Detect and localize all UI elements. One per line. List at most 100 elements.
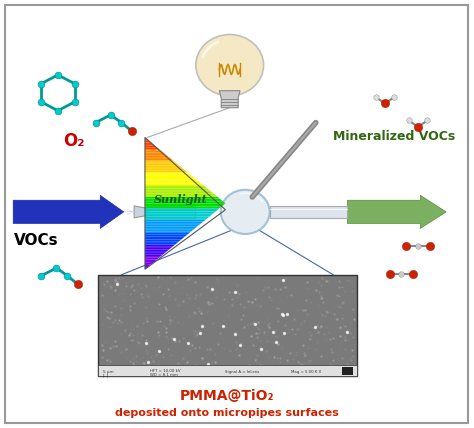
Polygon shape bbox=[145, 144, 155, 146]
Polygon shape bbox=[145, 251, 167, 253]
Point bbox=[231, 330, 239, 337]
Polygon shape bbox=[145, 211, 215, 213]
Polygon shape bbox=[134, 206, 146, 218]
Point bbox=[279, 312, 287, 319]
Point bbox=[278, 310, 286, 317]
Polygon shape bbox=[145, 156, 169, 157]
Polygon shape bbox=[145, 166, 181, 167]
Polygon shape bbox=[145, 185, 205, 187]
Text: O₂: O₂ bbox=[64, 132, 85, 150]
Point bbox=[114, 281, 121, 288]
Polygon shape bbox=[145, 207, 221, 208]
Polygon shape bbox=[145, 213, 213, 215]
Polygon shape bbox=[145, 228, 195, 230]
Polygon shape bbox=[145, 143, 153, 144]
Polygon shape bbox=[145, 139, 149, 141]
Polygon shape bbox=[145, 137, 147, 139]
Polygon shape bbox=[145, 202, 226, 203]
Point bbox=[344, 329, 351, 336]
Polygon shape bbox=[145, 259, 157, 261]
Polygon shape bbox=[145, 266, 149, 268]
Polygon shape bbox=[145, 154, 167, 156]
Point bbox=[283, 311, 291, 318]
Polygon shape bbox=[145, 162, 177, 164]
Polygon shape bbox=[145, 195, 218, 197]
Point bbox=[257, 346, 264, 353]
Polygon shape bbox=[145, 167, 183, 169]
Bar bbox=[270, 206, 347, 218]
Polygon shape bbox=[145, 193, 215, 195]
Polygon shape bbox=[145, 192, 213, 193]
Point bbox=[281, 329, 288, 336]
Polygon shape bbox=[145, 258, 159, 259]
Polygon shape bbox=[145, 184, 203, 185]
Text: Mag = 5.00 K X: Mag = 5.00 K X bbox=[291, 370, 321, 374]
Polygon shape bbox=[145, 190, 211, 192]
Point bbox=[143, 339, 150, 346]
Polygon shape bbox=[145, 218, 207, 220]
Polygon shape bbox=[145, 210, 218, 211]
Point bbox=[208, 285, 216, 292]
Polygon shape bbox=[145, 253, 165, 255]
Polygon shape bbox=[219, 91, 240, 108]
Polygon shape bbox=[145, 248, 171, 250]
Polygon shape bbox=[145, 241, 179, 243]
Polygon shape bbox=[145, 147, 159, 149]
Polygon shape bbox=[145, 177, 195, 178]
Polygon shape bbox=[145, 256, 161, 258]
Polygon shape bbox=[145, 261, 155, 263]
Polygon shape bbox=[145, 172, 189, 174]
Polygon shape bbox=[145, 225, 199, 226]
Polygon shape bbox=[145, 265, 151, 266]
Point bbox=[184, 340, 192, 347]
Text: WD = 8.1 mm: WD = 8.1 mm bbox=[150, 373, 178, 377]
Text: deposited onto micropipes surfaces: deposited onto micropipes surfaces bbox=[116, 408, 339, 419]
Point bbox=[251, 321, 259, 327]
Polygon shape bbox=[145, 232, 191, 233]
Polygon shape bbox=[145, 151, 163, 152]
Polygon shape bbox=[145, 152, 165, 154]
Point bbox=[144, 358, 152, 365]
Polygon shape bbox=[145, 164, 179, 166]
Polygon shape bbox=[145, 240, 181, 241]
Bar bbox=[342, 367, 354, 375]
Point bbox=[273, 339, 280, 346]
Polygon shape bbox=[145, 238, 183, 240]
Text: Mineralized VOCs: Mineralized VOCs bbox=[333, 130, 456, 143]
Bar bbox=[146, 206, 195, 218]
Polygon shape bbox=[145, 199, 221, 200]
Point bbox=[270, 329, 277, 336]
Point bbox=[311, 324, 319, 331]
Polygon shape bbox=[145, 197, 219, 199]
Polygon shape bbox=[145, 169, 185, 170]
Point bbox=[197, 330, 204, 336]
Text: PMMA@TiO₂: PMMA@TiO₂ bbox=[180, 389, 274, 403]
FancyArrow shape bbox=[13, 195, 124, 229]
Point bbox=[280, 277, 287, 284]
Polygon shape bbox=[145, 182, 201, 184]
Polygon shape bbox=[145, 175, 193, 177]
Polygon shape bbox=[145, 226, 197, 228]
Polygon shape bbox=[145, 141, 151, 143]
Polygon shape bbox=[145, 160, 175, 162]
Polygon shape bbox=[145, 159, 173, 160]
Text: Signal A = InLens: Signal A = InLens bbox=[225, 370, 259, 374]
Point bbox=[219, 323, 227, 330]
Polygon shape bbox=[145, 180, 199, 182]
Polygon shape bbox=[145, 244, 175, 246]
Polygon shape bbox=[145, 230, 193, 232]
Point bbox=[155, 348, 163, 355]
Bar bbox=[98, 366, 357, 377]
Polygon shape bbox=[145, 222, 203, 223]
Polygon shape bbox=[145, 268, 147, 269]
Point bbox=[198, 322, 206, 329]
Circle shape bbox=[196, 35, 264, 96]
Polygon shape bbox=[145, 203, 226, 205]
Point bbox=[204, 360, 212, 367]
Polygon shape bbox=[145, 146, 157, 147]
Polygon shape bbox=[145, 174, 191, 175]
Polygon shape bbox=[145, 255, 163, 256]
Text: 5 μm: 5 μm bbox=[102, 370, 113, 374]
Polygon shape bbox=[145, 170, 187, 172]
Polygon shape bbox=[145, 208, 219, 210]
